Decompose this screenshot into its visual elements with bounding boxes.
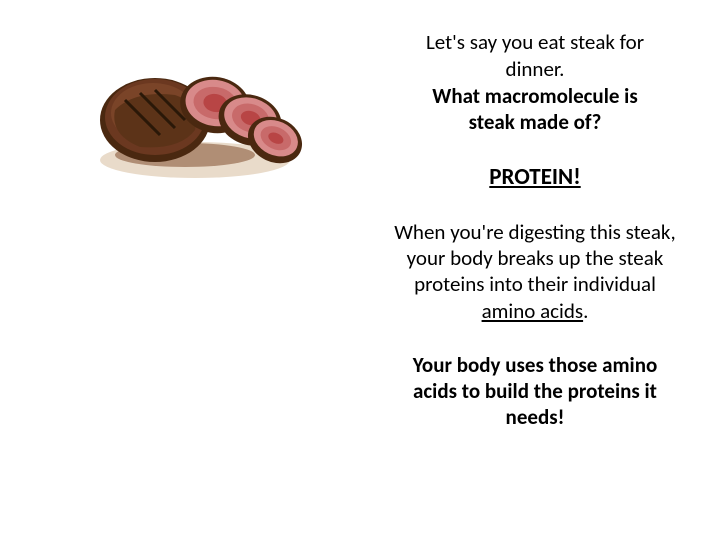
digest-before: When you're digesting this steak, your b…: [394, 219, 675, 298]
amino-acids-underlined: amino acids: [482, 298, 584, 324]
conclusion-text: Your body uses those amino acids to buil…: [390, 352, 680, 431]
digest-after: .: [583, 298, 588, 324]
digest-paragraph: When you're digesting this steak, your b…: [390, 219, 680, 324]
text-column: Let's say you eat steak for dinner. What…: [390, 30, 680, 431]
question-line2: steak made of?: [390, 110, 680, 135]
intro-text-line2: dinner.: [390, 57, 680, 82]
protein-answer: PROTEIN!: [390, 163, 680, 191]
steak-image: [85, 35, 315, 185]
slide-container: Let's say you eat steak for dinner. What…: [0, 0, 720, 540]
question-line1: What macromolecule is: [390, 84, 680, 109]
intro-text-line1: Let's say you eat steak for: [390, 30, 680, 55]
